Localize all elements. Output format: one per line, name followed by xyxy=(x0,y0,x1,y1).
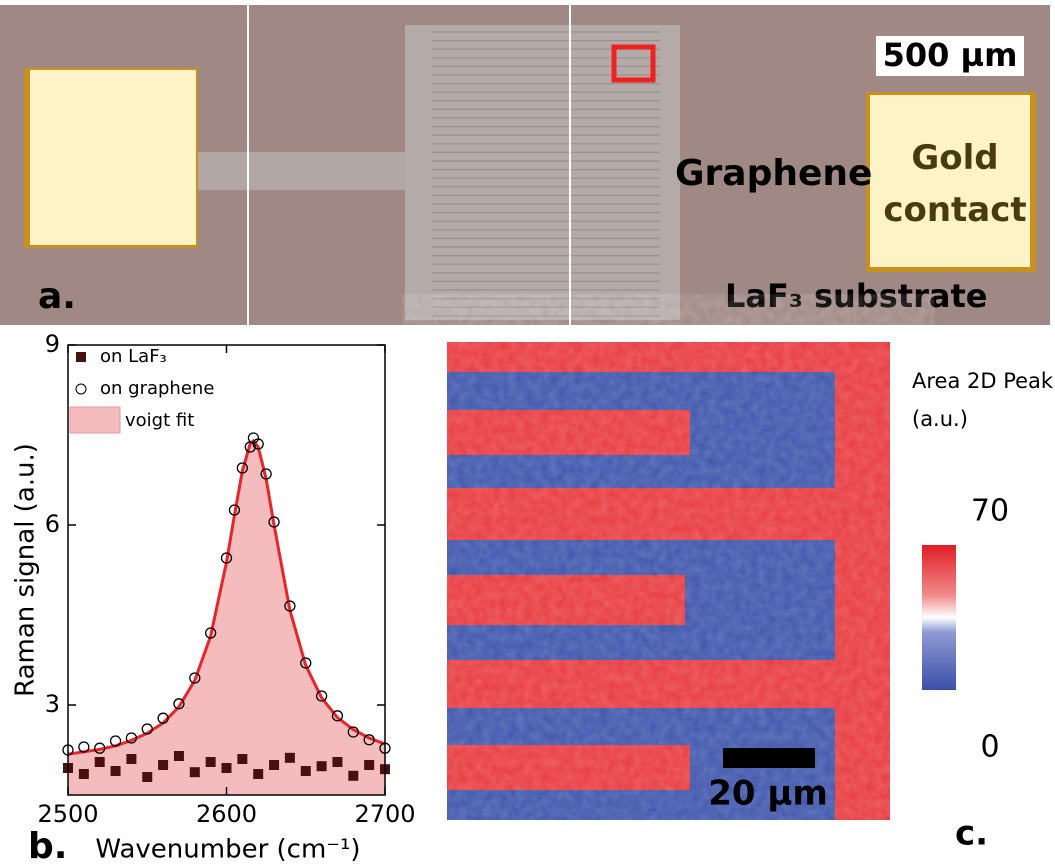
scale-bar-label: 500 µm xyxy=(883,36,1018,74)
point xyxy=(78,741,90,753)
x-axis-label: Wavenumber (cm⁻¹) xyxy=(95,835,360,865)
graphene-label: Graphene xyxy=(675,153,872,194)
y-axis-label: Raman signal (a.u.) xyxy=(11,443,41,697)
legend-label: on graphene xyxy=(100,378,214,399)
colorbar-tick-label: 0 xyxy=(980,730,999,765)
point xyxy=(126,754,137,764)
point xyxy=(173,751,184,761)
scale-bar-label: 20 µm xyxy=(708,774,828,814)
region-marker xyxy=(611,44,656,83)
x-tick-label: 2500 xyxy=(37,800,98,828)
point xyxy=(284,600,296,612)
point xyxy=(158,760,169,770)
scale-bar xyxy=(723,748,815,768)
point xyxy=(205,757,216,767)
point xyxy=(125,732,138,744)
point xyxy=(331,710,344,722)
point xyxy=(173,698,185,710)
point xyxy=(109,735,122,747)
colorbar-title: Area 2D Peak (a.u.) xyxy=(912,369,1054,431)
legend-marker xyxy=(76,352,86,362)
point xyxy=(363,734,375,746)
raman-map: 20 µm c. xyxy=(447,342,988,854)
point xyxy=(269,760,280,770)
substrate-label: LaF₃ substrate xyxy=(725,277,987,315)
x-tick-label: 2700 xyxy=(354,800,415,828)
point xyxy=(300,657,312,669)
point xyxy=(347,726,359,738)
colorbar-tick-label: 70 xyxy=(971,494,1009,529)
panel-label: b. xyxy=(28,826,67,867)
point xyxy=(189,672,201,684)
contact-label: Gold contact xyxy=(883,138,1027,230)
point xyxy=(332,757,343,767)
point xyxy=(220,552,233,564)
fit-line xyxy=(67,438,386,756)
point xyxy=(300,766,311,776)
graphene-comb xyxy=(405,25,680,320)
scale-box xyxy=(876,36,1024,76)
point xyxy=(110,766,121,776)
point xyxy=(348,770,359,781)
point xyxy=(157,712,169,724)
micrograph: 500 µm Graphene LaF₃ substrate a. xyxy=(0,5,1050,325)
point xyxy=(268,516,280,528)
legend-marker xyxy=(75,383,87,395)
point xyxy=(236,462,249,474)
comb-lines xyxy=(432,31,660,317)
point xyxy=(237,754,248,764)
point xyxy=(142,772,153,782)
y-tick-label: 3 xyxy=(45,690,60,718)
point xyxy=(221,763,232,773)
point xyxy=(78,769,89,779)
point xyxy=(204,627,217,639)
point xyxy=(316,761,327,772)
colorbar xyxy=(922,545,956,690)
legend-marker xyxy=(69,406,121,434)
point xyxy=(253,769,264,779)
y-tick-label: 6 xyxy=(45,510,60,538)
point xyxy=(228,504,241,516)
point xyxy=(94,742,106,754)
x-tick-label: 2600 xyxy=(196,800,257,828)
point xyxy=(94,757,105,767)
panel-label: a. xyxy=(38,276,76,317)
gold-pad xyxy=(870,95,1030,267)
y-tick-label: 9 xyxy=(45,330,60,358)
legend-label: voigt fit xyxy=(125,410,194,431)
gold-pad xyxy=(30,70,196,245)
point xyxy=(284,752,295,763)
graphene-strip xyxy=(195,152,425,190)
point xyxy=(260,468,272,480)
fit-area xyxy=(68,441,385,795)
legend-label: on LaF₃ xyxy=(100,346,167,367)
point xyxy=(364,760,375,770)
point xyxy=(315,690,328,702)
point xyxy=(141,723,153,735)
map-texture xyxy=(447,342,890,820)
panel-label: c. xyxy=(955,814,988,854)
point xyxy=(189,767,200,778)
point xyxy=(252,438,264,450)
